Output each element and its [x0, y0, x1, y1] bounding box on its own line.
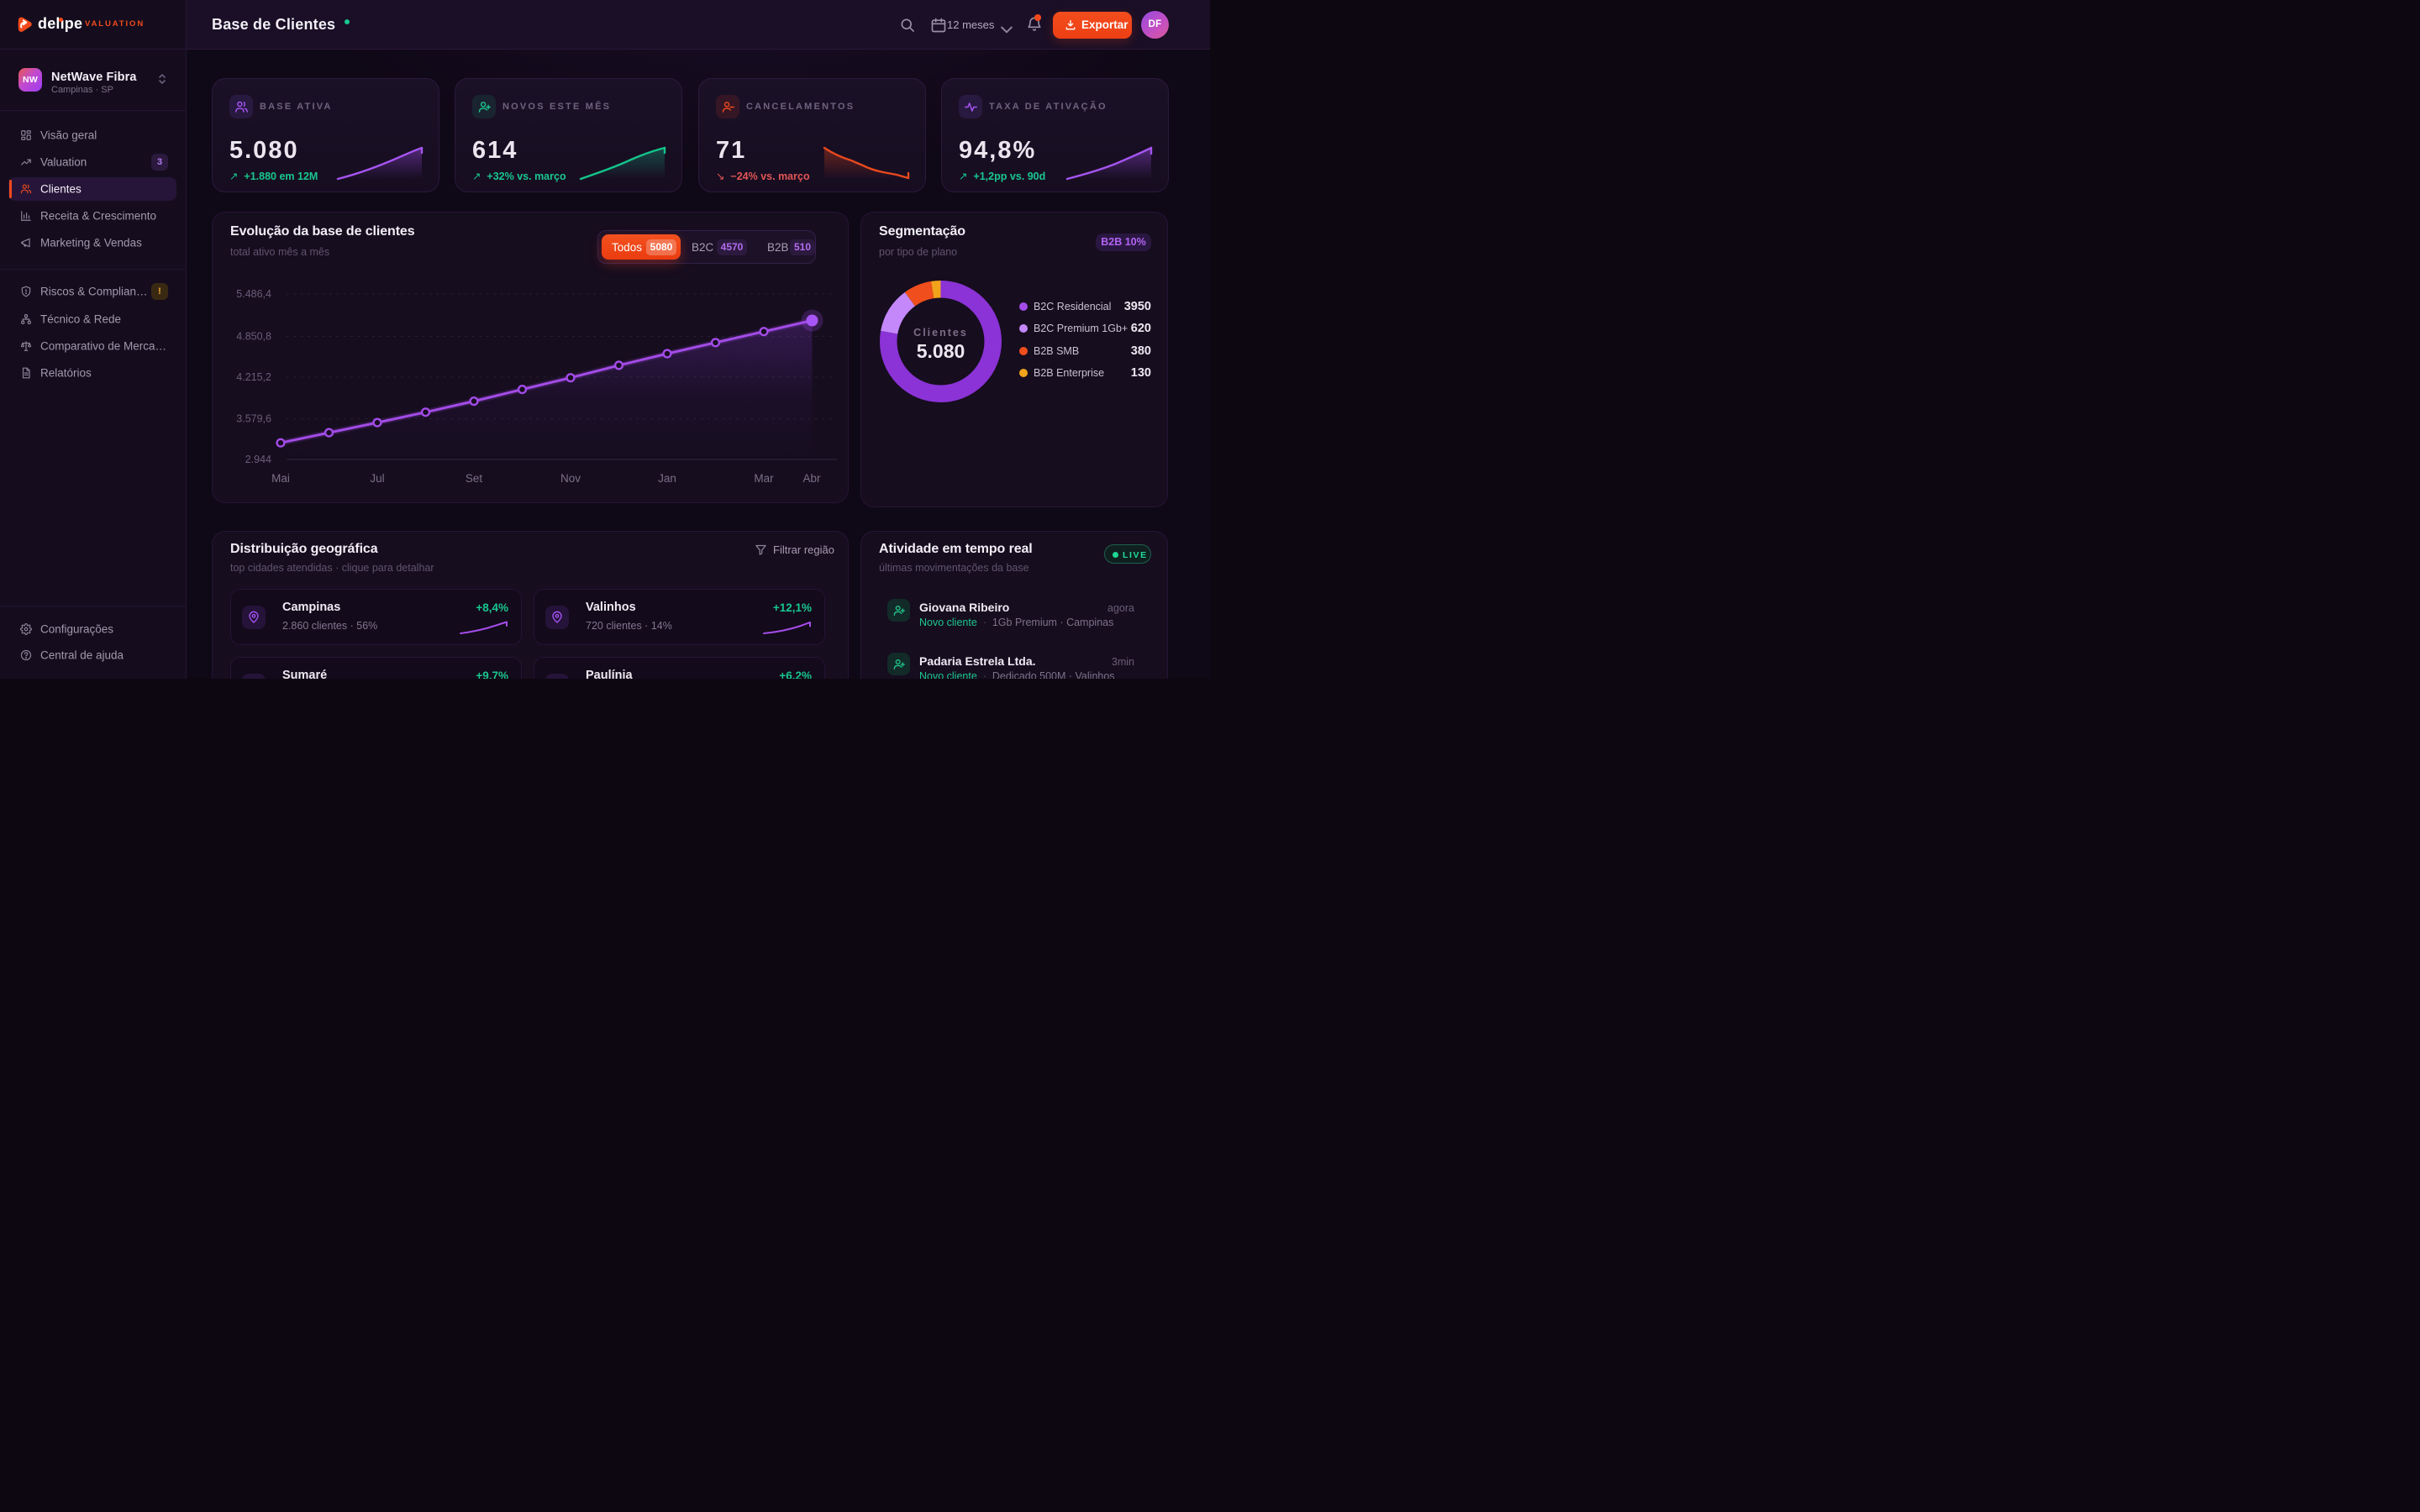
- svg-text:Clientes: Clientes: [913, 327, 968, 339]
- svg-text:Jul: Jul: [370, 472, 384, 485]
- svg-text:5.486,4: 5.486,4: [236, 288, 271, 300]
- svg-text:Mai: Mai: [271, 472, 290, 485]
- svg-text:Mar: Mar: [754, 472, 774, 485]
- svg-text:Abr: Abr: [802, 472, 821, 485]
- svg-text:Nov: Nov: [560, 472, 581, 485]
- svg-text:3.579,6: 3.579,6: [236, 413, 271, 425]
- svg-text:4.850,8: 4.850,8: [236, 331, 271, 343]
- svg-text:Jan: Jan: [658, 472, 676, 485]
- svg-text:4.215,2: 4.215,2: [236, 371, 271, 383]
- svg-text:Set: Set: [466, 472, 483, 485]
- svg-text:5.080: 5.080: [917, 340, 965, 362]
- svg-text:2.944: 2.944: [245, 454, 271, 465]
